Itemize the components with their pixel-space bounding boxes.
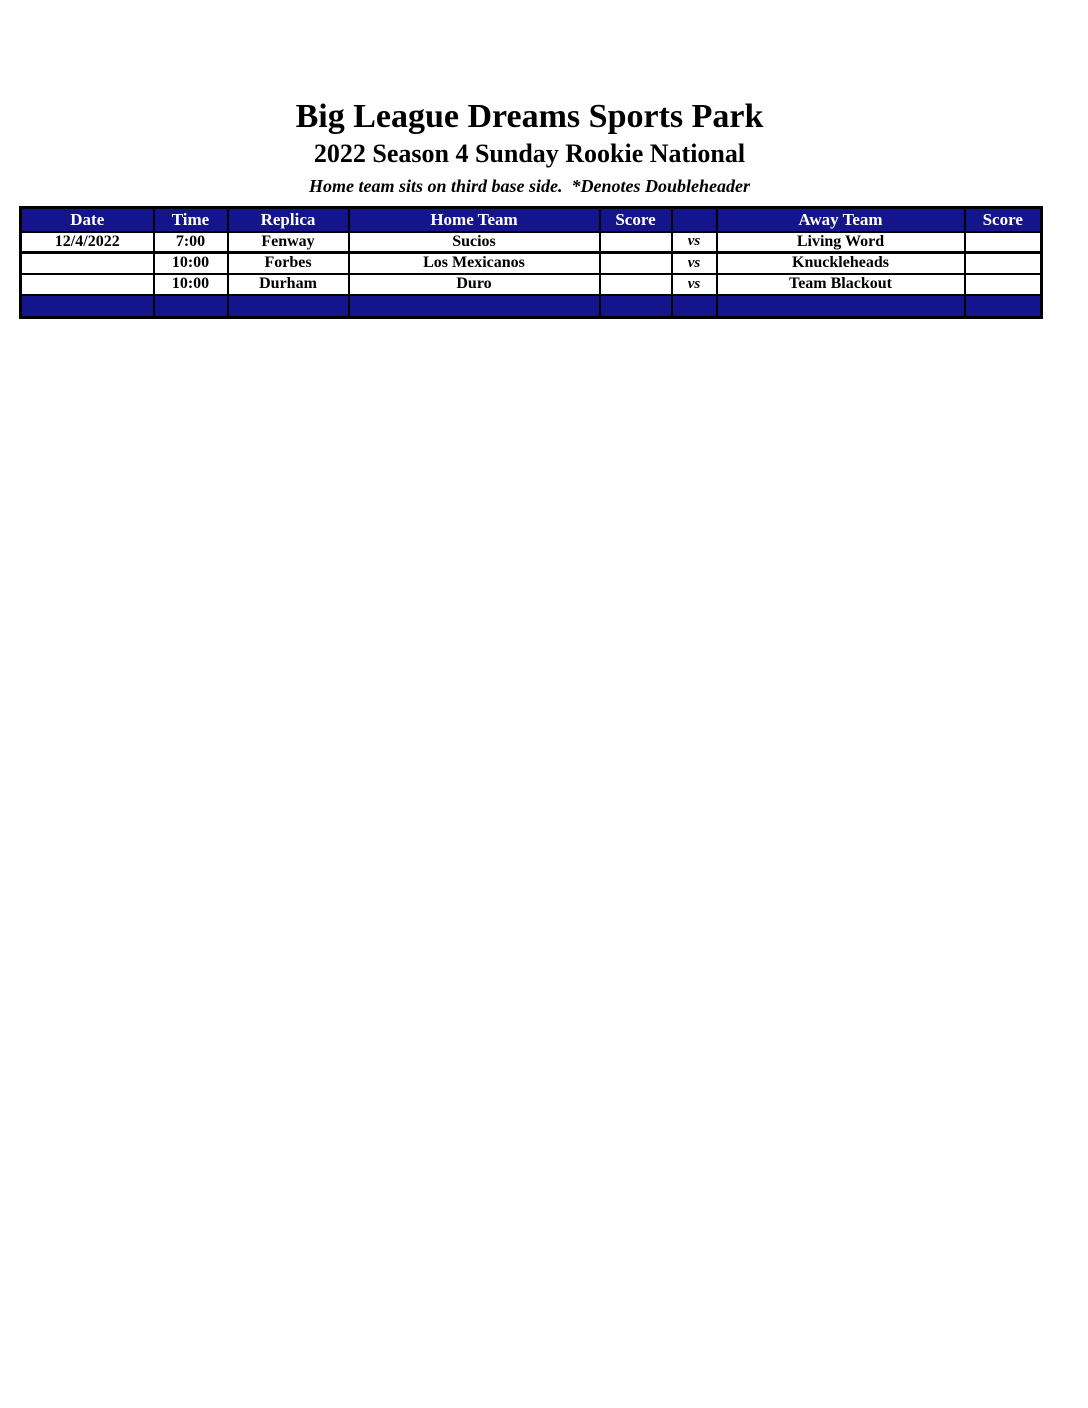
page-subtitle: 2022 Season 4 Sunday Rookie National [313,139,746,168]
cell-vs: vs [670,230,718,254]
table-row: 12/4/2022 7:00 Fenway Sucios vs Living W… [19,230,1043,254]
cell-home-team: Los Mexicanos [347,251,601,275]
cell-away-team: Knuckleheads [715,251,966,275]
column-header-vs [670,206,718,233]
cell-replica: Forbes [226,251,350,275]
cell-away-score [963,251,1043,275]
cell-vs: vs [670,272,718,296]
cell-replica: Fenway [226,230,350,254]
column-header-home-score: Score [598,206,673,233]
cell-away-score [963,272,1043,296]
table-header-row: Date Time Replica Home Team Score Away T… [19,206,1043,233]
cell-date [19,251,155,275]
column-header-home-team: Home Team [347,206,601,233]
column-header-time: Time [152,206,229,233]
cell-time: 10:00 [152,272,229,296]
table-row: 10:00 Durham Duro vs Team Blackout [19,272,1043,296]
cell-home-score [598,251,673,275]
page-title: Big League Dreams Sports Park [295,98,764,135]
cell-away-team: Living Word [715,230,966,254]
footer-cell [19,293,155,319]
cell-home-team: Duro [347,272,601,296]
cell-date [19,272,155,296]
table-footer-row [19,293,1043,319]
column-header-date: Date [19,206,155,233]
cell-home-score [598,272,673,296]
schedule-table: Date Time Replica Home Team Score Away T… [19,206,1043,319]
footer-cell [226,293,350,319]
cell-home-team: Sucios [347,230,601,254]
footer-cell [670,293,718,319]
footer-cell [715,293,966,319]
cell-time: 10:00 [152,251,229,275]
schedule-note: Home team sits on third base side. *Deno… [309,176,750,196]
cell-date: 12/4/2022 [19,230,155,254]
cell-away-score [963,230,1043,254]
table-row: 10:00 Forbes Los Mexicanos vs Knucklehea… [19,251,1043,275]
footer-cell [963,293,1043,319]
column-header-away-score: Score [963,206,1043,233]
column-header-replica: Replica [226,206,350,233]
column-header-away-team: Away Team [715,206,966,233]
footer-cell [598,293,673,319]
footer-cell [152,293,229,319]
footer-cell [347,293,601,319]
cell-vs: vs [670,251,718,275]
cell-time: 7:00 [152,230,229,254]
cell-away-team: Team Blackout [715,272,966,296]
cell-replica: Durham [226,272,350,296]
cell-home-score [598,230,673,254]
